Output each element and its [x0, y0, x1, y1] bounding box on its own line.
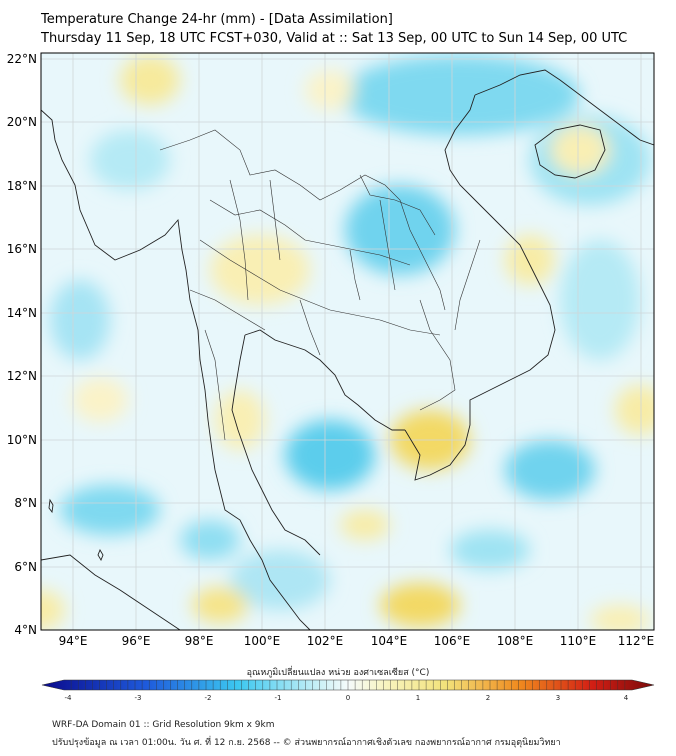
- lon-tick-label: 96°E: [122, 634, 151, 648]
- lon-tick-label: 106°E: [434, 634, 471, 648]
- colorbar-labels: -4 -3 -2 -1 0 1 2 3 4: [65, 694, 629, 702]
- coastlines: [41, 69, 654, 630]
- lat-tick-label: 16°N: [7, 242, 37, 256]
- map-subtitle: Thursday 11 Sep, 18 UTC FCST+030, Valid …: [41, 31, 628, 46]
- graticule: [41, 53, 654, 630]
- lat-tick-label: 8°N: [14, 496, 37, 510]
- map-title: Temperature Change 24-hr (mm) - [Data As…: [41, 12, 393, 27]
- colorbar-title: อุณหภูมิเปลี่ยนแปลง หน่วย องศาเซลเซียส (…: [246, 668, 430, 678]
- lat-tick-label: 18°N: [7, 179, 37, 193]
- colorbar-tick-label: 1: [416, 694, 420, 702]
- colorbar-tick-label: -1: [275, 694, 282, 702]
- lon-tick-label: 94°E: [59, 634, 88, 648]
- colorbar-tick-label: 0: [346, 694, 350, 702]
- lat-tick-label: 14°N: [7, 306, 37, 320]
- plot-frame: [40, 52, 655, 631]
- lon-tick-label: 104°E: [371, 634, 408, 648]
- lon-tick-label: 102°E: [307, 634, 344, 648]
- longitude-axis: 94°E 96°E 98°E 100°E 102°E 104°E 106°E 1…: [59, 634, 655, 648]
- lon-tick-label: 100°E: [244, 634, 281, 648]
- lon-tick-label: 98°E: [185, 634, 214, 648]
- lat-tick-label: 22°N: [7, 52, 37, 66]
- colorbar-tick-label: -3: [135, 694, 142, 702]
- colorbar-tick-label: 4: [624, 694, 629, 702]
- boundaries: [159, 129, 481, 441]
- colorbar-tick-label: -2: [205, 694, 212, 702]
- colorbar-tick-label: 3: [556, 694, 560, 702]
- lat-tick-label: 20°N: [7, 115, 37, 129]
- colorbar: -4 -3 -2 -1 0 1 2 3 4: [41, 679, 655, 702]
- lat-tick-label: 6°N: [14, 560, 37, 574]
- footer-update-info: ปรับปรุงข้อมูล ณ เวลา 01:00น. วัน ศ. ที่…: [52, 738, 561, 748]
- temperature-field: [41, 53, 654, 630]
- footer-model-info: WRF-DA Domain 01 :: Grid Resolution 9km …: [52, 720, 275, 730]
- colorbar-tick-label: 2: [486, 694, 490, 702]
- lat-tick-label: 10°N: [7, 433, 37, 447]
- lat-tick-label: 4°N: [14, 623, 37, 637]
- lon-tick-label: 108°E: [497, 634, 534, 648]
- colorbar-divisions: [70, 680, 626, 690]
- lat-tick-label: 12°N: [7, 369, 37, 383]
- latitude-axis: 22°N 20°N 18°N 16°N 14°N 12°N 10°N 8°N 6…: [7, 52, 37, 637]
- colorbar-tick-label: -4: [65, 694, 73, 702]
- lon-tick-label: 110°E: [560, 634, 597, 648]
- lon-tick-label: 112°E: [618, 634, 655, 648]
